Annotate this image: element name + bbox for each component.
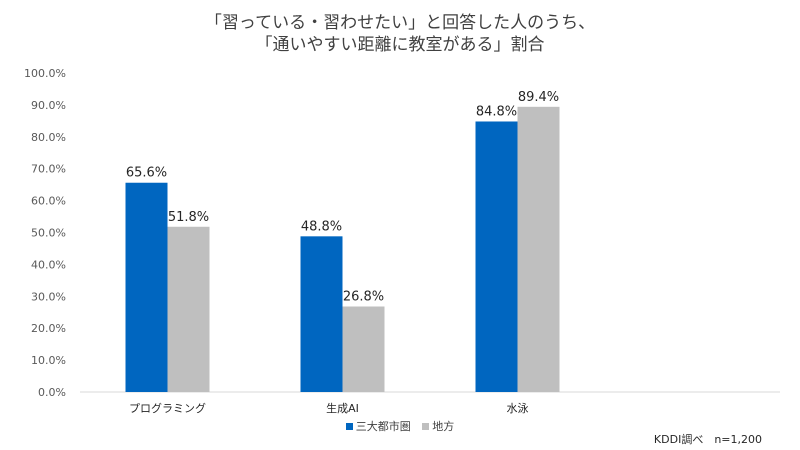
chart-title-line-2: 「通いやすい距離に教室がある」割合: [255, 35, 545, 55]
legend-swatch-metro: [345, 422, 353, 430]
data-label: 26.8%: [343, 290, 384, 305]
bar-regional: [517, 106, 560, 393]
y-tick-label: 20.0%: [31, 322, 66, 335]
category-labels: プログラミング 生成AI 水泳: [129, 401, 529, 415]
bars: 65.6% 51.8% 48.8% 26.8% 84.8%89.4%: [125, 90, 560, 393]
legend-item-metro: 三大都市圏: [345, 418, 411, 434]
bar-metro: [125, 182, 168, 392]
category-label: プログラミング: [129, 401, 206, 415]
data-label: 84.8%: [476, 104, 517, 119]
bar-regional: [167, 226, 210, 392]
chart-title-line-1: 「習っている・習わせたい」と回答した人のうち、: [204, 13, 596, 33]
y-axis: 0.0% 10.0% 20.0% 30.0% 40.0% 50.0% 60.0% 70.0% 8…: [24, 67, 66, 399]
legend-item-regional: 地方: [422, 418, 454, 434]
y-tick-label: 80.0%: [31, 131, 66, 144]
category-label: 生成AI: [326, 401, 359, 415]
legend: 三大都市圏 地方: [0, 418, 800, 434]
y-tick-label: 90.0%: [31, 99, 66, 112]
legend-label-regional: 地方: [432, 420, 455, 433]
y-tick-label: 100.0%: [24, 67, 66, 80]
y-tick-label: 10.0%: [31, 354, 66, 367]
data-label: 48.8%: [301, 219, 342, 234]
data-label: 89.4%: [518, 90, 559, 105]
legend-swatch-regional: [422, 422, 430, 430]
source-note: KDDI調べ n=1,200: [653, 433, 762, 446]
y-tick-label: 40.0%: [31, 258, 66, 271]
y-tick-label: 30.0%: [31, 290, 66, 303]
bar-metro: [300, 236, 343, 392]
bar-regional: [342, 306, 385, 392]
y-tick-label: 0.0%: [38, 386, 66, 399]
y-tick-label: 50.0%: [31, 227, 66, 240]
y-tick-label: 70.0%: [31, 163, 66, 176]
bar-metro: [475, 121, 518, 392]
y-tick-label: 60.0%: [31, 195, 66, 208]
data-label: 65.6%: [126, 166, 167, 181]
category-label: 水泳: [507, 401, 529, 415]
legend-label-metro: 三大都市圏: [355, 420, 411, 433]
chart-title: 「習っている・習わせたい」と回答した人のうち、 「通いやすい距離に教室がある」割…: [0, 12, 800, 56]
data-label: 51.8%: [168, 210, 209, 225]
